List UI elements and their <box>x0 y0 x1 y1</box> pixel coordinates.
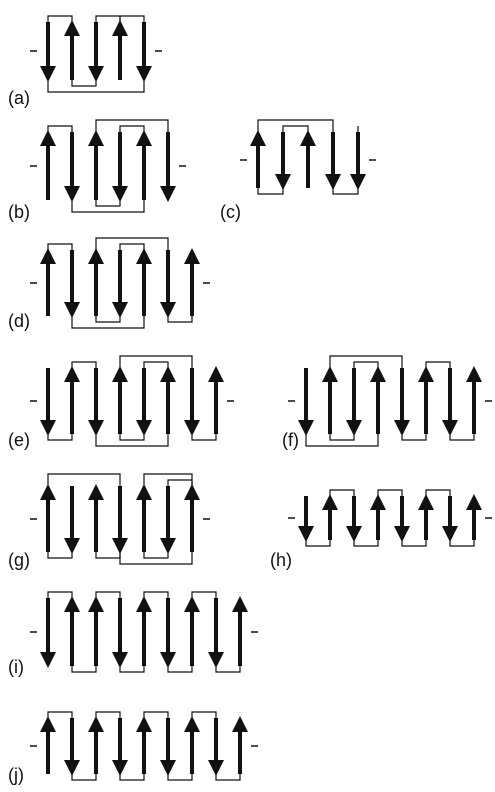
loop-connector-bottom <box>168 774 192 780</box>
loop-connector-top <box>96 712 120 718</box>
loop-connector-bottom <box>96 316 120 322</box>
loop-connector-bottom <box>168 666 192 672</box>
panel-d <box>30 238 210 328</box>
loop-connector-top <box>144 712 168 718</box>
panel-c <box>240 120 376 194</box>
loop-connector-top <box>426 490 450 496</box>
loop-connector-bottom <box>258 188 283 194</box>
panel-label-b: (b) <box>8 202 30 222</box>
loop-connector-bottom <box>120 434 144 440</box>
loop-connector-bottom <box>72 774 96 780</box>
loop-connector-top <box>330 490 354 496</box>
panel-b <box>30 120 186 212</box>
topology-diagrams <box>30 16 492 780</box>
loop-connector-top <box>72 362 96 368</box>
loop-connector-top <box>144 362 168 368</box>
panel-label-f: (f) <box>282 430 299 450</box>
loop-connector-bottom <box>306 540 330 546</box>
loop-connector-top <box>378 490 402 496</box>
loop-connector-bottom <box>72 666 96 672</box>
panel-label-a: (a) <box>8 88 30 108</box>
loop-connector-bottom <box>450 434 474 440</box>
loop-connector-top <box>283 126 308 132</box>
loop-connector-top <box>48 712 72 718</box>
loop-connector-bottom <box>96 200 120 206</box>
loop-connector-top <box>48 592 72 598</box>
panel-j <box>30 712 258 780</box>
panel-label-c: (c) <box>220 202 241 222</box>
loop-connector-top <box>120 16 144 22</box>
loop-connector-top <box>48 244 72 250</box>
loop-connector-top <box>192 712 216 718</box>
panel-label-g: (g) <box>8 550 30 570</box>
loop-connector-top <box>48 16 72 22</box>
panel-a <box>30 16 162 92</box>
loop-connector-top <box>96 16 120 22</box>
loop-connector-bottom <box>120 666 144 672</box>
panel-label-d: (d) <box>8 311 30 331</box>
loop-connector-bottom <box>48 552 72 558</box>
loop-connector-top <box>48 126 72 132</box>
loop-connector-bottom <box>168 316 192 322</box>
loop-connector-bottom <box>144 552 168 558</box>
loop-connector-bottom <box>402 434 426 440</box>
loop-connector-bottom <box>333 188 358 194</box>
panel-label-h: (h) <box>270 550 292 570</box>
loop-connector-bottom <box>216 666 240 672</box>
loop-connector-top <box>48 474 120 486</box>
loop-connector-bottom <box>216 774 240 780</box>
loop-connector-bottom <box>72 80 96 86</box>
loop-connector-bottom <box>330 434 354 440</box>
loop-connector-top <box>120 126 144 132</box>
loop-connector-bottom <box>48 434 72 440</box>
panel-h <box>288 490 492 546</box>
loop-connector-bottom <box>120 774 144 780</box>
panel-label-e: (e) <box>8 430 30 450</box>
loop-connector-bottom <box>96 552 120 558</box>
panel-label-j: (j) <box>8 765 24 785</box>
panel-i <box>30 592 258 672</box>
loop-connector-bottom <box>402 540 426 546</box>
loop-connector-bottom <box>192 434 216 440</box>
loop-connector-top <box>426 362 450 368</box>
loop-connector-top <box>120 244 144 250</box>
panel-e <box>30 356 234 446</box>
panel-g <box>30 474 210 564</box>
loop-connector-bottom <box>450 540 474 546</box>
loop-connector-top <box>96 592 120 598</box>
loop-connector-bottom <box>354 540 378 546</box>
loop-connector-top <box>168 480 192 486</box>
panel-f <box>288 356 492 446</box>
loop-connector-top <box>192 592 216 598</box>
loop-connector-top <box>144 592 168 598</box>
panel-label-i: (i) <box>8 657 24 677</box>
loop-connector-top <box>354 362 378 368</box>
